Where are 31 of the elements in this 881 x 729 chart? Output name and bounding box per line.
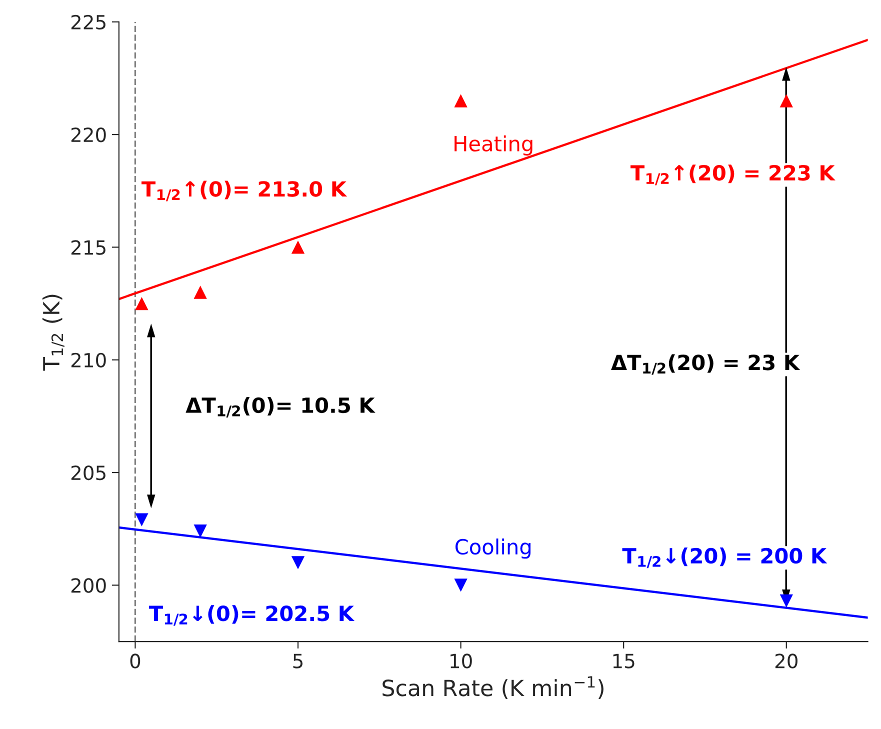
point: [291, 240, 305, 254]
y-axis-title: T$_{1/2}$ (K): [42, 294, 64, 371]
annotation: T$_{1/2}$↑(20) = 223 K: [630, 164, 836, 186]
point: [780, 94, 793, 108]
point: [454, 578, 468, 592]
point: [194, 524, 207, 538]
point: [454, 94, 468, 108]
series-label: Heating: [454, 135, 532, 156]
y-tick-label: 200: [71, 578, 106, 593]
point: [194, 286, 207, 299]
x-tick-label: 20: [775, 654, 798, 668]
y-tick-label: 215: [71, 240, 106, 255]
x-tick-label: 5: [293, 654, 302, 668]
x-tick-label: 0: [130, 654, 140, 668]
point: [291, 556, 305, 570]
y-tick-label: 220: [71, 127, 106, 142]
annotation: ΔT$_{1/2}$(0)= 10.5 K: [186, 396, 376, 418]
point: [135, 296, 148, 310]
point: [780, 594, 793, 608]
y-tick-label: 205: [71, 465, 106, 480]
annotation: T$_{1/2}$↓(20) = 200 K: [622, 548, 828, 568]
x-axis-title: Scan Rate (K min$^{−1}$): [382, 676, 604, 699]
annotation: T$_{1/2}$↓(0)= 202.5 K: [148, 605, 355, 626]
point: [135, 513, 148, 526]
annotation: T$_{1/2}$↑(0)= 213.0 K: [142, 180, 348, 202]
y-tick-label: 225: [71, 14, 106, 30]
annotation: ΔT$_{1/2}$(20) = 23 K: [611, 354, 800, 375]
x-tick-label: 15: [613, 654, 634, 668]
x-tick-label: 10: [450, 654, 472, 668]
series-label: Cooling: [456, 538, 530, 559]
y-tick-label: 210: [71, 352, 106, 368]
